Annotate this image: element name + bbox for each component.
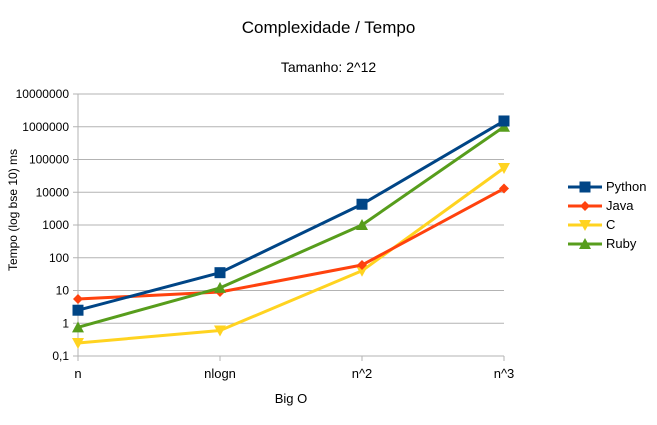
legend-symbol-ruby	[568, 237, 602, 249]
legend-symbol-python	[568, 181, 602, 192]
x-tick-label: nlogn	[204, 366, 236, 381]
x-tick-label: n^3	[494, 366, 515, 381]
legend-marker	[579, 237, 591, 249]
y-tick-label: 0,1	[52, 349, 69, 363]
data-point-java	[73, 294, 83, 305]
data-point-python	[356, 198, 368, 210]
legend-label: Ruby	[606, 236, 637, 251]
axes	[73, 93, 505, 361]
gridlines	[78, 93, 504, 357]
y-tick-label: 1	[62, 316, 69, 330]
x-tick-labels: n nlogn n^2 n^3	[74, 366, 514, 381]
x-tick-label: n	[74, 366, 81, 381]
y-tick-label: 100	[49, 251, 69, 265]
y-tick-labels: 0,1 1 10 100 1000 10000 100000 1000000 10000000	[16, 87, 70, 363]
data-point-ruby	[356, 219, 368, 230]
x-tick-label: n^2	[352, 366, 373, 381]
y-tick-label: 100000	[29, 153, 69, 167]
legend-item-python: Python	[568, 177, 646, 196]
series-line-ruby	[77, 125, 505, 329]
data-point-java	[357, 260, 367, 271]
data-point-c	[498, 163, 510, 175]
data-point-python	[498, 115, 510, 127]
x-axis-label: Big O	[274, 391, 308, 406]
legend-marker	[579, 181, 591, 192]
y-tick-label: 1000	[42, 218, 69, 232]
y-tick-label: 1000000	[22, 120, 69, 134]
series-line-java	[77, 187, 505, 301]
data-point-python	[214, 267, 226, 279]
legend-marker	[579, 219, 591, 231]
data-point-java	[499, 183, 509, 194]
series-line-c	[77, 166, 505, 345]
legend-label: Python	[606, 179, 647, 194]
data-point-c	[214, 325, 226, 337]
y-tick-label: 10000000	[16, 87, 70, 101]
data-point-ruby	[214, 281, 226, 293]
data-point-python	[72, 304, 84, 316]
chart-subtitle: Tamanho: 2^12	[280, 59, 377, 75]
series-line-python	[77, 119, 505, 312]
data-point-ruby	[72, 321, 84, 333]
y-axis-label: Tempo (log bse 10) ms	[6, 148, 20, 272]
y-tick-label: 10000	[36, 185, 70, 199]
legend-item-ruby: Ruby	[568, 234, 646, 253]
data-point-c	[72, 337, 84, 349]
legend-marker	[580, 200, 590, 211]
legend-label: Java	[606, 198, 634, 213]
data-point-c	[356, 265, 368, 277]
legend-symbol-c	[568, 219, 602, 231]
series-layer	[72, 115, 510, 349]
legend: Python Java C Ruby	[568, 177, 646, 253]
legend-item-c: C	[568, 215, 646, 234]
y-tick-label: 10	[56, 284, 70, 298]
legend-item-java: Java	[568, 196, 646, 215]
legend-label: C	[606, 217, 616, 232]
chart-title: Complexidade / Tempo	[241, 18, 416, 37]
legend-symbol-java	[568, 200, 602, 211]
